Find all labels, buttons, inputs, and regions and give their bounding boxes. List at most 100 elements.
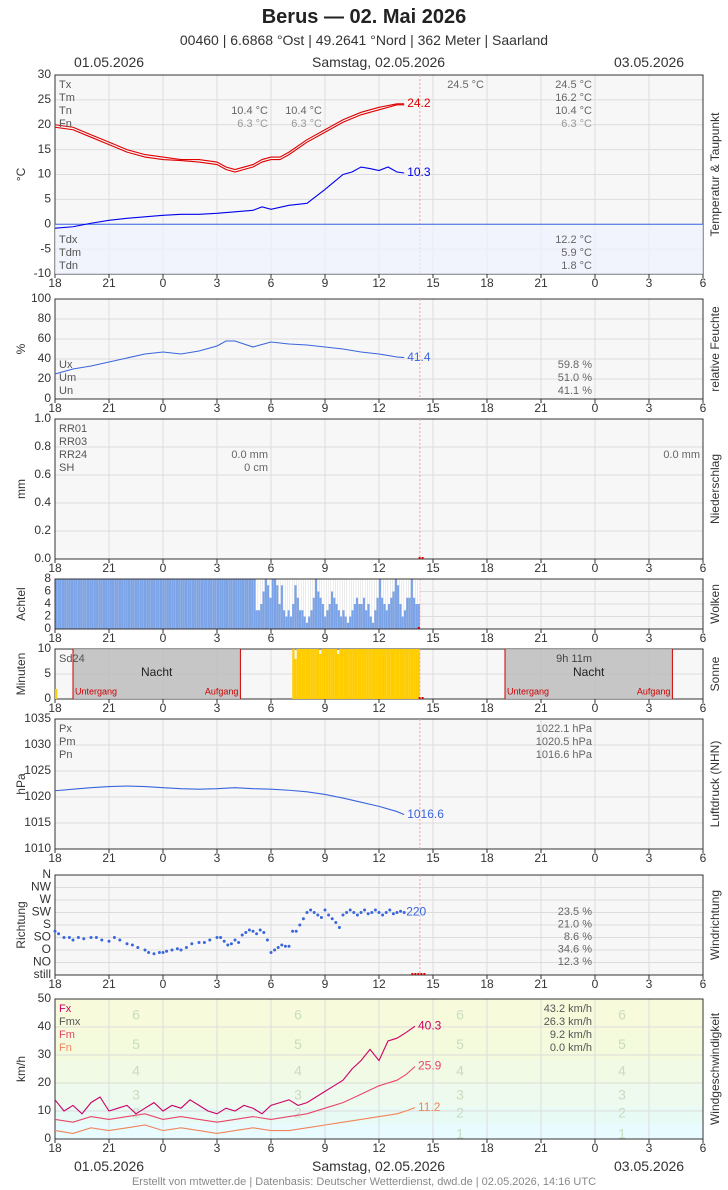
windspeed-ylabel: km/h: [14, 1056, 28, 1082]
winddir-point: [341, 913, 345, 917]
cloud-bar: [130, 579, 133, 629]
cloud-bar: [180, 579, 183, 629]
clouds-ytick-label: 4: [44, 596, 51, 610]
winddir-point: [377, 911, 381, 914]
humidity-xtick-label: 18: [48, 401, 62, 415]
sun-now-marker: [418, 697, 421, 699]
cloud-bar: [230, 579, 233, 629]
sun-ytick-label: 0: [44, 691, 51, 705]
winddir-point: [391, 912, 395, 916]
cloud-bar: [214, 579, 217, 629]
winddir-ytick-label: S: [43, 917, 51, 931]
humidity-stat-um: 51.0 %: [558, 372, 592, 384]
winddir-point: [287, 944, 291, 948]
windspeed-beaufort-label: 2: [618, 1105, 626, 1121]
winddir-point: [179, 948, 183, 952]
windspeed-legend: Fm: [59, 1029, 75, 1041]
cloud-bar: [203, 579, 206, 629]
temp-xtick-label: 9: [322, 276, 329, 290]
pressure-stat-px: 1022.1 hPa: [536, 723, 593, 735]
winddir-xtick-label: 21: [534, 977, 548, 991]
winddir-point: [152, 952, 156, 956]
cloud-bar: [264, 579, 268, 629]
date-right-bottom: 03.05.2026: [614, 1158, 685, 1174]
temp-xtick-label: 18: [48, 276, 62, 290]
cloud-bar: [148, 579, 151, 629]
pressure-xtick-label: 21: [102, 851, 116, 865]
winddir-stat-n: 23.5 %: [558, 906, 592, 918]
winddir-point: [283, 944, 287, 948]
sun-bar: [316, 649, 320, 699]
cloud-bar: [159, 579, 163, 629]
cloud-bar: [271, 579, 274, 629]
winddir-point: [130, 943, 134, 947]
precip-xtick-label: 6: [700, 561, 707, 575]
humidity-xtick-label: 21: [102, 401, 116, 415]
sun-ytick-label: 10: [38, 641, 52, 655]
windspeed-series-2: [54, 1107, 416, 1134]
winddir-point: [330, 917, 334, 921]
precip-xtick-label: 12: [372, 561, 386, 575]
winddir-ytick-label: SO: [34, 930, 51, 944]
temp-stat-tdx: 12.2 °C: [555, 234, 592, 246]
sun-sunrise-label: Aufgang: [205, 686, 239, 696]
cloud-bar: [324, 616, 327, 629]
temp-xtick-label: 18: [480, 276, 494, 290]
winddir-ytick-label: NW: [31, 880, 52, 894]
cloud-bar: [207, 579, 211, 629]
precip-xtick-label: 18: [48, 561, 62, 575]
winddir-side-label: Windrichtung: [708, 890, 722, 960]
cloud-bar: [70, 579, 74, 629]
clouds-xtick-label: 12: [372, 631, 386, 645]
humidity-xtick-label: 0: [160, 401, 167, 415]
temp-ytick-label: 5: [44, 192, 51, 206]
pressure-xtick-label: 18: [480, 851, 494, 865]
sun-night-label: Nacht: [141, 665, 173, 679]
winddir-point: [222, 939, 226, 943]
winddir-point: [309, 908, 313, 912]
winddir-point: [233, 938, 237, 942]
winddir-point: [280, 943, 284, 947]
precip-ylabel: mm: [14, 479, 28, 499]
sun-bar: [379, 649, 382, 699]
humidity-xtick-label: 3: [646, 401, 653, 415]
winddir-point: [244, 931, 248, 934]
windspeed-xtick-label: 9: [322, 1141, 329, 1155]
sun-bar: [337, 654, 340, 699]
sun-bar: [294, 659, 297, 699]
cloud-bar: [278, 604, 281, 629]
cloud-bar: [299, 610, 302, 629]
sun-stat-total: 9h 11m: [556, 653, 592, 665]
pressure-ytick-label: 1025: [24, 763, 51, 777]
windspeed-side-label: Windgeschwindigkeit: [708, 1012, 722, 1125]
clouds-xtick-label: 6: [700, 631, 707, 645]
humidity-stat-un: 41.1 %: [558, 385, 592, 397]
winddir-point: [337, 926, 341, 929]
cloud-bar: [173, 579, 176, 629]
winddir-stat-o: 34.6 %: [558, 943, 592, 955]
cloud-bar: [191, 579, 195, 629]
cloud-bar: [226, 579, 229, 629]
sun-bar: [301, 649, 304, 699]
pressure-series-0-end-label: 1016.6: [407, 807, 444, 821]
clouds-xtick-label: 6: [268, 631, 275, 645]
humidity-ytick-label: 60: [38, 331, 52, 345]
windspeed-beaufort-label: 6: [618, 1007, 626, 1023]
sun-bar: [395, 649, 398, 699]
precip-panel: [54, 418, 704, 563]
cloud-bar: [376, 597, 379, 629]
cloud-bar: [139, 579, 142, 629]
cloud-bar: [401, 616, 404, 629]
humidity-ylabel: %: [14, 343, 28, 354]
windspeed-ytick-label: 10: [38, 1103, 52, 1117]
winddir-point: [100, 938, 104, 942]
winddir-point: [53, 929, 57, 933]
humidity-ytick-label: 80: [38, 311, 52, 325]
temp-stat-d1b-tx: 10.4 °C: [285, 105, 322, 117]
windspeed-ytick-label: 0: [44, 1131, 51, 1145]
temp-ylabel: °C: [14, 167, 28, 181]
clouds-xtick-label: 18: [48, 631, 62, 645]
cloud-bar: [397, 585, 400, 629]
windspeed-xtick-label: 0: [592, 1141, 599, 1155]
